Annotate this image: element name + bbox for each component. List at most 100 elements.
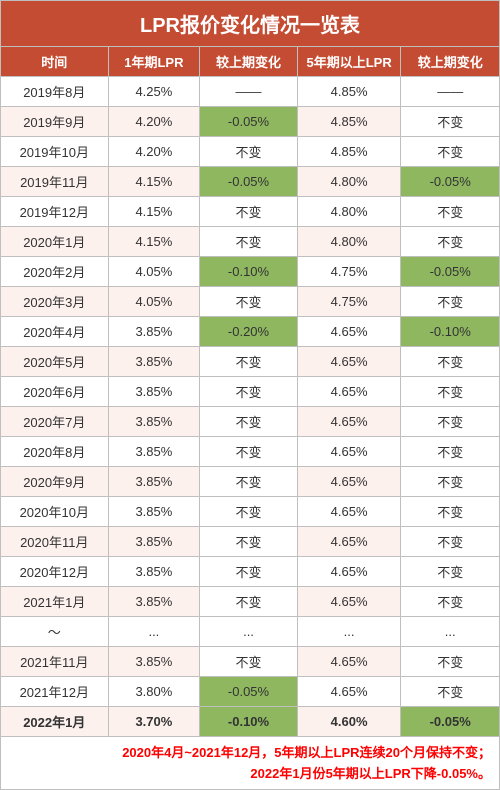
cell-lpr5y: 4.85% [298,77,402,107]
cell-lpr1y: 3.85% [109,347,201,377]
col-header-change1y: 较上期变化 [200,47,298,77]
cell-change5y: 不变 [401,287,499,317]
cell-change1y: 不变 [200,467,298,497]
cell-lpr1y: 4.15% [109,197,201,227]
cell-lpr1y: 4.15% [109,227,201,257]
cell-lpr5y: 4.65% [298,497,402,527]
cell-lpr5y: 4.85% [298,107,402,137]
cell-lpr5y: ... [298,617,402,647]
cell-time: 2019年12月 [1,197,109,227]
cell-lpr1y: 4.15% [109,167,201,197]
cell-lpr5y: 4.65% [298,677,402,707]
col-header-time: 时间 [1,47,109,77]
cell-lpr1y: ... [109,617,201,647]
table-row: 2022年1月3.70%-0.10%4.60%-0.05% [1,707,499,737]
cell-change1y: -0.05% [200,167,298,197]
cell-lpr5y: 4.65% [298,377,402,407]
table-row: 2019年9月4.20%-0.05%4.85%不变 [1,107,499,137]
cell-lpr1y: 3.80% [109,677,201,707]
table-row: 2021年11月3.85%不变4.65%不变 [1,647,499,677]
table-row: 2020年6月3.85%不变4.65%不变 [1,377,499,407]
cell-time: 2020年3月 [1,287,109,317]
cell-change1y: -0.05% [200,677,298,707]
cell-lpr5y: 4.65% [298,587,402,617]
cell-time: 2020年7月 [1,407,109,437]
cell-lpr5y: 4.65% [298,407,402,437]
table-row: 2021年1月3.85%不变4.65%不变 [1,587,499,617]
cell-lpr1y: 3.70% [109,707,201,737]
cell-change5y: —— [401,77,499,107]
table-body: 2019年8月4.25%——4.85%——2019年9月4.20%-0.05%4… [1,77,499,737]
cell-time: 2019年11月 [1,167,109,197]
cell-lpr1y: 4.20% [109,137,201,167]
table-row: ～............ [1,617,499,647]
cell-change5y: 不变 [401,347,499,377]
cell-time: 2020年10月 [1,497,109,527]
cell-lpr5y: 4.65% [298,527,402,557]
cell-lpr5y: 4.65% [298,557,402,587]
cell-lpr5y: 4.60% [298,707,402,737]
table-row: 2020年5月3.85%不变4.65%不变 [1,347,499,377]
cell-change1y: 不变 [200,287,298,317]
cell-lpr5y: 4.65% [298,467,402,497]
cell-change1y: 不变 [200,347,298,377]
cell-change1y: 不变 [200,527,298,557]
cell-change1y: -0.10% [200,707,298,737]
cell-change5y: 不变 [401,407,499,437]
cell-change5y: 不变 [401,377,499,407]
cell-change5y: 不变 [401,437,499,467]
cell-time: 2020年11月 [1,527,109,557]
table-row: 2020年8月3.85%不变4.65%不变 [1,437,499,467]
cell-lpr5y: 4.75% [298,287,402,317]
col-header-change5y: 较上期变化 [401,47,499,77]
cell-time: 2020年9月 [1,467,109,497]
cell-time: 2019年9月 [1,107,109,137]
cell-lpr5y: 4.85% [298,137,402,167]
table-header-row: 时间 1年期LPR 较上期变化 5年期以上LPR 较上期变化 [1,47,499,77]
cell-change5y: -0.05% [401,257,499,287]
cell-change5y: 不变 [401,557,499,587]
cell-change5y: 不变 [401,677,499,707]
cell-lpr1y: 4.25% [109,77,201,107]
cell-lpr5y: 4.65% [298,317,402,347]
cell-time: 2021年1月 [1,587,109,617]
cell-change1y: ... [200,617,298,647]
table-row: 2020年9月3.85%不变4.65%不变 [1,467,499,497]
cell-change1y: -0.05% [200,107,298,137]
table-footer: 2020年4月~2021年12月，5年期以上LPR连续20个月保持不变； 202… [1,737,499,789]
cell-lpr1y: 3.85% [109,557,201,587]
footer-line-2: 2022年1月份5年期以上LPR下降-0.05%。 [9,764,491,785]
cell-change1y: —— [200,77,298,107]
cell-change5y: ... [401,617,499,647]
cell-change5y: -0.05% [401,707,499,737]
cell-change5y: -0.05% [401,167,499,197]
cell-time: 2020年12月 [1,557,109,587]
cell-lpr5y: 4.80% [298,167,402,197]
cell-lpr1y: 3.85% [109,377,201,407]
cell-change1y: 不变 [200,587,298,617]
cell-lpr1y: 3.85% [109,587,201,617]
cell-lpr1y: 4.05% [109,287,201,317]
cell-time: 2021年11月 [1,647,109,677]
cell-lpr1y: 3.85% [109,317,201,347]
col-header-lpr5y: 5年期以上LPR [298,47,402,77]
cell-lpr1y: 3.85% [109,467,201,497]
cell-lpr1y: 4.05% [109,257,201,287]
cell-change1y: 不变 [200,137,298,167]
cell-change1y: 不变 [200,647,298,677]
table-row: 2020年10月3.85%不变4.65%不变 [1,497,499,527]
table-row: 2020年11月3.85%不变4.65%不变 [1,527,499,557]
table-row: 2019年10月4.20%不变4.85%不变 [1,137,499,167]
table-row: 2020年4月3.85%-0.20%4.65%-0.10% [1,317,499,347]
cell-time: 2019年8月 [1,77,109,107]
cell-change1y: 不变 [200,227,298,257]
table-row: 2020年12月3.85%不变4.65%不变 [1,557,499,587]
cell-change5y: 不变 [401,197,499,227]
cell-lpr5y: 4.65% [298,347,402,377]
cell-change1y: 不变 [200,437,298,467]
table-row: 2020年2月4.05%-0.10%4.75%-0.05% [1,257,499,287]
table-row: 2020年1月4.15%不变4.80%不变 [1,227,499,257]
cell-change5y: 不变 [401,527,499,557]
cell-change1y: 不变 [200,197,298,227]
cell-lpr1y: 3.85% [109,527,201,557]
